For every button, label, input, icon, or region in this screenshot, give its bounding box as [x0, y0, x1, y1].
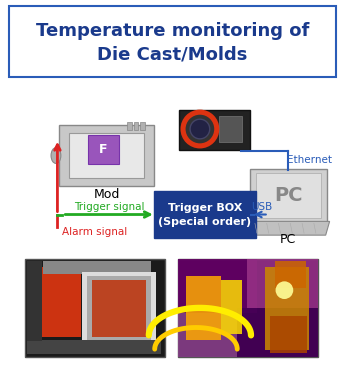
Bar	[43, 261, 151, 275]
Bar	[27, 267, 81, 337]
Text: Die Cast/Molds: Die Cast/Molds	[97, 45, 248, 63]
Text: USB: USB	[251, 202, 273, 212]
FancyBboxPatch shape	[88, 135, 119, 165]
Bar	[178, 259, 257, 313]
FancyBboxPatch shape	[154, 191, 256, 238]
Bar	[25, 259, 165, 357]
FancyBboxPatch shape	[179, 110, 250, 150]
Bar	[178, 313, 237, 357]
Text: PC: PC	[274, 186, 303, 205]
Bar	[127, 122, 131, 130]
Bar	[247, 259, 318, 308]
Bar	[186, 276, 220, 340]
Bar	[140, 122, 145, 130]
Text: Ethernet: Ethernet	[287, 156, 333, 165]
Text: Mod: Mod	[93, 188, 120, 201]
Text: PC: PC	[280, 233, 296, 246]
Bar	[82, 273, 156, 349]
Polygon shape	[247, 221, 329, 235]
Text: F: F	[99, 143, 108, 156]
Bar	[87, 276, 151, 343]
Circle shape	[190, 119, 210, 139]
FancyBboxPatch shape	[69, 133, 145, 178]
Circle shape	[184, 113, 216, 145]
Circle shape	[276, 281, 293, 299]
Bar	[220, 280, 242, 334]
Bar	[265, 267, 309, 350]
Bar	[270, 316, 307, 353]
Text: Temperature monitoring of: Temperature monitoring of	[36, 22, 309, 40]
Bar	[27, 340, 161, 354]
FancyBboxPatch shape	[250, 169, 327, 223]
Text: Trigger BOX
(Special order): Trigger BOX (Special order)	[158, 202, 252, 227]
FancyBboxPatch shape	[256, 173, 321, 218]
Ellipse shape	[51, 148, 61, 163]
Bar	[27, 261, 42, 341]
FancyBboxPatch shape	[59, 125, 154, 186]
Bar	[178, 259, 318, 357]
Bar	[92, 280, 146, 337]
Bar	[275, 261, 306, 288]
Text: Trigger signal: Trigger signal	[74, 202, 145, 212]
FancyBboxPatch shape	[219, 116, 242, 142]
FancyBboxPatch shape	[9, 6, 336, 77]
Bar	[237, 308, 318, 357]
Text: Alarm signal: Alarm signal	[62, 227, 127, 237]
Bar	[134, 122, 138, 130]
